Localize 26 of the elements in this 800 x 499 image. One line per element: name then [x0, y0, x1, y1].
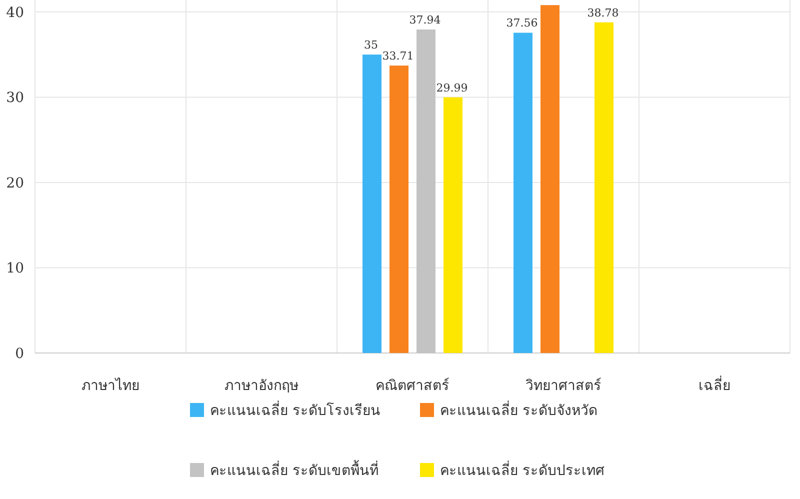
data-label: 35 — [364, 38, 378, 52]
x-tick-label: ภาษาอังกฤษ — [224, 378, 298, 394]
legend-label: คะแนนเฉลี่ย ระดับประเทศ — [440, 461, 604, 479]
data-label: 37.94 — [409, 14, 441, 26]
y-tick-label: 20 — [6, 175, 24, 192]
bar — [362, 54, 382, 353]
legend-label: คะแนนเฉลี่ย ระดับเขตพื้นที่ — [210, 460, 378, 479]
bar — [444, 97, 462, 353]
legend-label: คะแนนเฉลี่ย ระดับจังหวัด — [440, 401, 598, 419]
data-label: 29.99 — [436, 81, 468, 94]
bar — [514, 32, 532, 353]
bar — [594, 22, 614, 353]
y-tick-label: 0 — [15, 346, 24, 362]
x-tick-label: วิทยาศาสตร์ — [526, 377, 602, 394]
y-tick-label: 10 — [6, 260, 24, 277]
data-label: 33.71 — [382, 50, 414, 63]
bar — [540, 5, 560, 353]
bar — [390, 66, 408, 353]
x-tick-label: คณิตศาสตร์ — [376, 377, 450, 394]
y-tick-label: 40 — [6, 4, 24, 21]
legend-label: คะแนนเฉลี่ย ระดับโรงเรียน — [210, 401, 380, 419]
x-tick-label: ภาษาไทย — [82, 377, 140, 394]
data-label: 38.78 — [587, 6, 619, 20]
data-label: 37.56 — [506, 16, 538, 30]
x-tick-label: เฉลี่ย — [698, 376, 730, 394]
y-tick-label: 30 — [6, 90, 24, 106]
